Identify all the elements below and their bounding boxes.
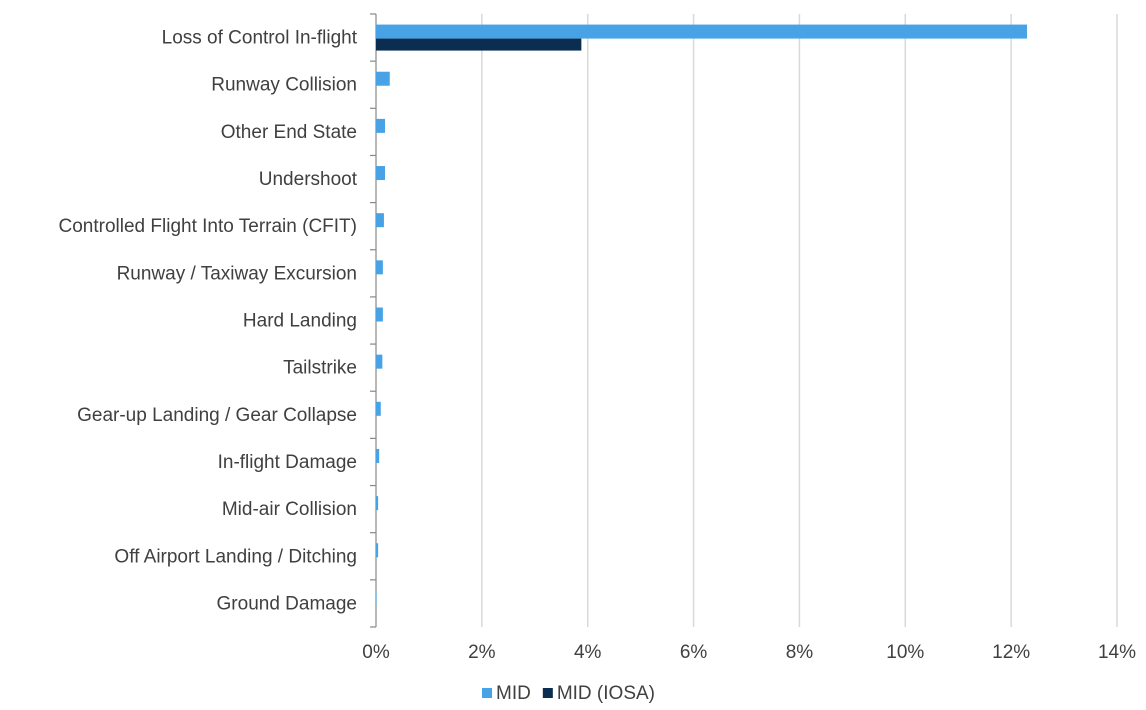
bar xyxy=(376,118,385,133)
x-tick-label: 2% xyxy=(468,642,496,663)
x-tick-label: 0% xyxy=(362,642,390,663)
bar xyxy=(376,354,383,369)
bar xyxy=(376,496,379,511)
y-tick-label: Undershoot xyxy=(259,169,358,190)
y-tick-label: Runway / Taxiway Excursion xyxy=(117,263,357,284)
y-tick-label: In-flight Damage xyxy=(218,452,357,473)
x-tick-label: 14% xyxy=(1098,642,1136,663)
y-tick-label: Other End State xyxy=(221,122,357,143)
legend-label: MID xyxy=(496,683,531,704)
x-tick-label: 10% xyxy=(886,642,924,663)
x-tick-label: 8% xyxy=(786,642,814,663)
legend-label: MID (IOSA) xyxy=(557,683,655,704)
legend-swatch xyxy=(482,688,492,698)
bar xyxy=(376,307,383,322)
y-tick-label: Runway Collision xyxy=(211,75,357,96)
y-tick-label: Gear-up Landing / Gear Collapse xyxy=(77,405,357,426)
y-tick-label: Off Airport Landing / Ditching xyxy=(114,546,357,567)
y-tick-label: Mid-air Collision xyxy=(222,499,357,520)
x-tick-label: 12% xyxy=(992,642,1030,663)
bar xyxy=(376,448,380,463)
y-tick-label: Controlled Flight Into Terrain (CFIT) xyxy=(59,216,357,237)
bar xyxy=(376,260,383,275)
bar xyxy=(376,38,582,51)
y-tick-label: Ground Damage xyxy=(217,593,357,614)
y-tick-label: Hard Landing xyxy=(243,311,357,332)
bar xyxy=(376,401,381,416)
bar xyxy=(376,71,390,86)
x-tick-label: 6% xyxy=(680,642,708,663)
legend-swatch xyxy=(542,688,553,698)
bar xyxy=(376,166,385,181)
bar xyxy=(376,24,1028,39)
y-tick-label: Tailstrike xyxy=(283,358,357,379)
y-tick-label: Loss of Control In-flight xyxy=(162,28,358,49)
bar xyxy=(376,590,377,605)
bar xyxy=(376,213,384,228)
x-tick-label: 4% xyxy=(574,642,602,663)
bar xyxy=(376,543,379,558)
